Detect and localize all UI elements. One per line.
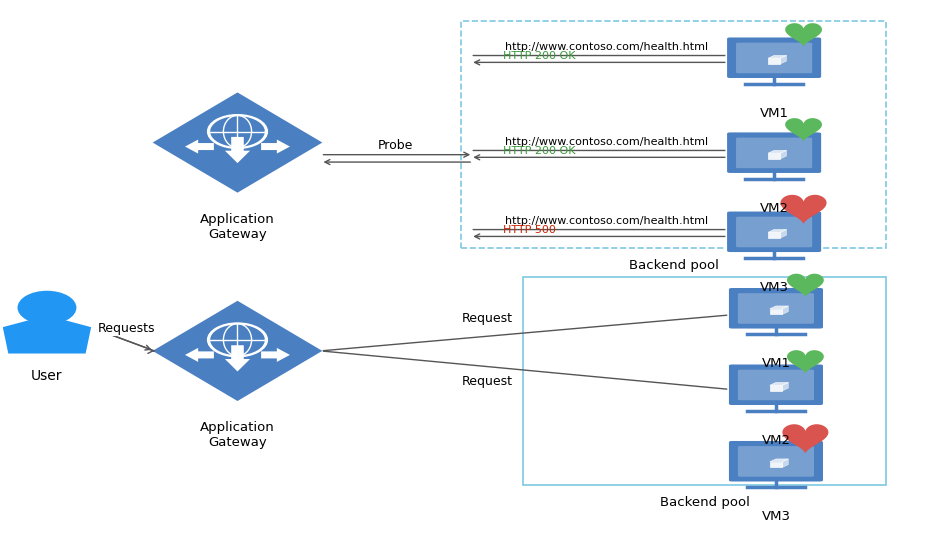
Polygon shape [770, 459, 788, 462]
Polygon shape [225, 137, 250, 163]
Polygon shape [3, 320, 91, 353]
Circle shape [206, 322, 269, 358]
FancyBboxPatch shape [728, 287, 824, 329]
Polygon shape [768, 230, 786, 232]
Polygon shape [781, 150, 786, 159]
Polygon shape [782, 306, 788, 314]
Polygon shape [787, 350, 824, 374]
Polygon shape [153, 92, 322, 192]
Text: http://www.contoso.com/health.html: http://www.contoso.com/health.html [505, 42, 707, 52]
Polygon shape [261, 140, 290, 154]
FancyBboxPatch shape [738, 293, 814, 324]
Circle shape [206, 114, 269, 149]
Text: User: User [31, 369, 63, 383]
FancyBboxPatch shape [736, 43, 812, 73]
FancyBboxPatch shape [736, 138, 812, 168]
Polygon shape [770, 306, 788, 309]
Polygon shape [770, 383, 788, 385]
Text: VM2: VM2 [759, 201, 789, 215]
Text: VM2: VM2 [761, 434, 791, 447]
Circle shape [209, 324, 266, 356]
FancyBboxPatch shape [728, 364, 824, 406]
Text: HTTP 200 OK: HTTP 200 OK [503, 51, 575, 61]
Polygon shape [781, 230, 786, 238]
Circle shape [18, 291, 77, 325]
Text: Backend pool: Backend pool [659, 496, 749, 509]
Polygon shape [261, 348, 290, 362]
FancyBboxPatch shape [726, 132, 822, 174]
Polygon shape [782, 383, 788, 391]
Polygon shape [787, 274, 824, 297]
Polygon shape [770, 462, 782, 467]
Polygon shape [782, 459, 788, 467]
Text: HTTP 500: HTTP 500 [503, 225, 556, 235]
Text: http://www.contoso.com/health.html: http://www.contoso.com/health.html [505, 216, 707, 226]
Text: Probe: Probe [378, 139, 413, 152]
Polygon shape [770, 309, 782, 314]
Text: HTTP 200 OK: HTTP 200 OK [503, 146, 575, 156]
Text: Requests: Requests [97, 322, 155, 335]
Text: Request: Request [461, 311, 512, 325]
Text: Request: Request [461, 375, 512, 388]
Polygon shape [782, 424, 829, 454]
Polygon shape [770, 385, 782, 391]
Text: Backend pool: Backend pool [629, 259, 719, 272]
Polygon shape [768, 55, 786, 58]
Text: VM3: VM3 [761, 510, 791, 523]
FancyBboxPatch shape [738, 370, 814, 400]
Polygon shape [225, 345, 250, 372]
FancyBboxPatch shape [738, 446, 814, 477]
Polygon shape [781, 195, 827, 224]
Polygon shape [781, 55, 786, 64]
Polygon shape [768, 58, 781, 64]
Polygon shape [785, 23, 822, 46]
FancyBboxPatch shape [726, 211, 822, 253]
FancyBboxPatch shape [726, 37, 822, 79]
Text: VM1: VM1 [759, 107, 789, 120]
FancyBboxPatch shape [736, 217, 812, 247]
Polygon shape [185, 140, 214, 154]
Text: http://www.contoso.com/health.html: http://www.contoso.com/health.html [505, 137, 707, 147]
Polygon shape [768, 150, 786, 153]
Circle shape [209, 115, 266, 148]
Text: Application
Gateway: Application Gateway [200, 213, 275, 241]
Polygon shape [153, 301, 322, 401]
Polygon shape [768, 153, 781, 159]
Polygon shape [768, 232, 781, 238]
Text: VM3: VM3 [759, 281, 789, 294]
Polygon shape [185, 348, 214, 362]
Text: VM1: VM1 [761, 357, 791, 370]
Text: Application
Gateway: Application Gateway [200, 421, 275, 449]
Polygon shape [785, 118, 822, 142]
FancyBboxPatch shape [728, 440, 824, 482]
